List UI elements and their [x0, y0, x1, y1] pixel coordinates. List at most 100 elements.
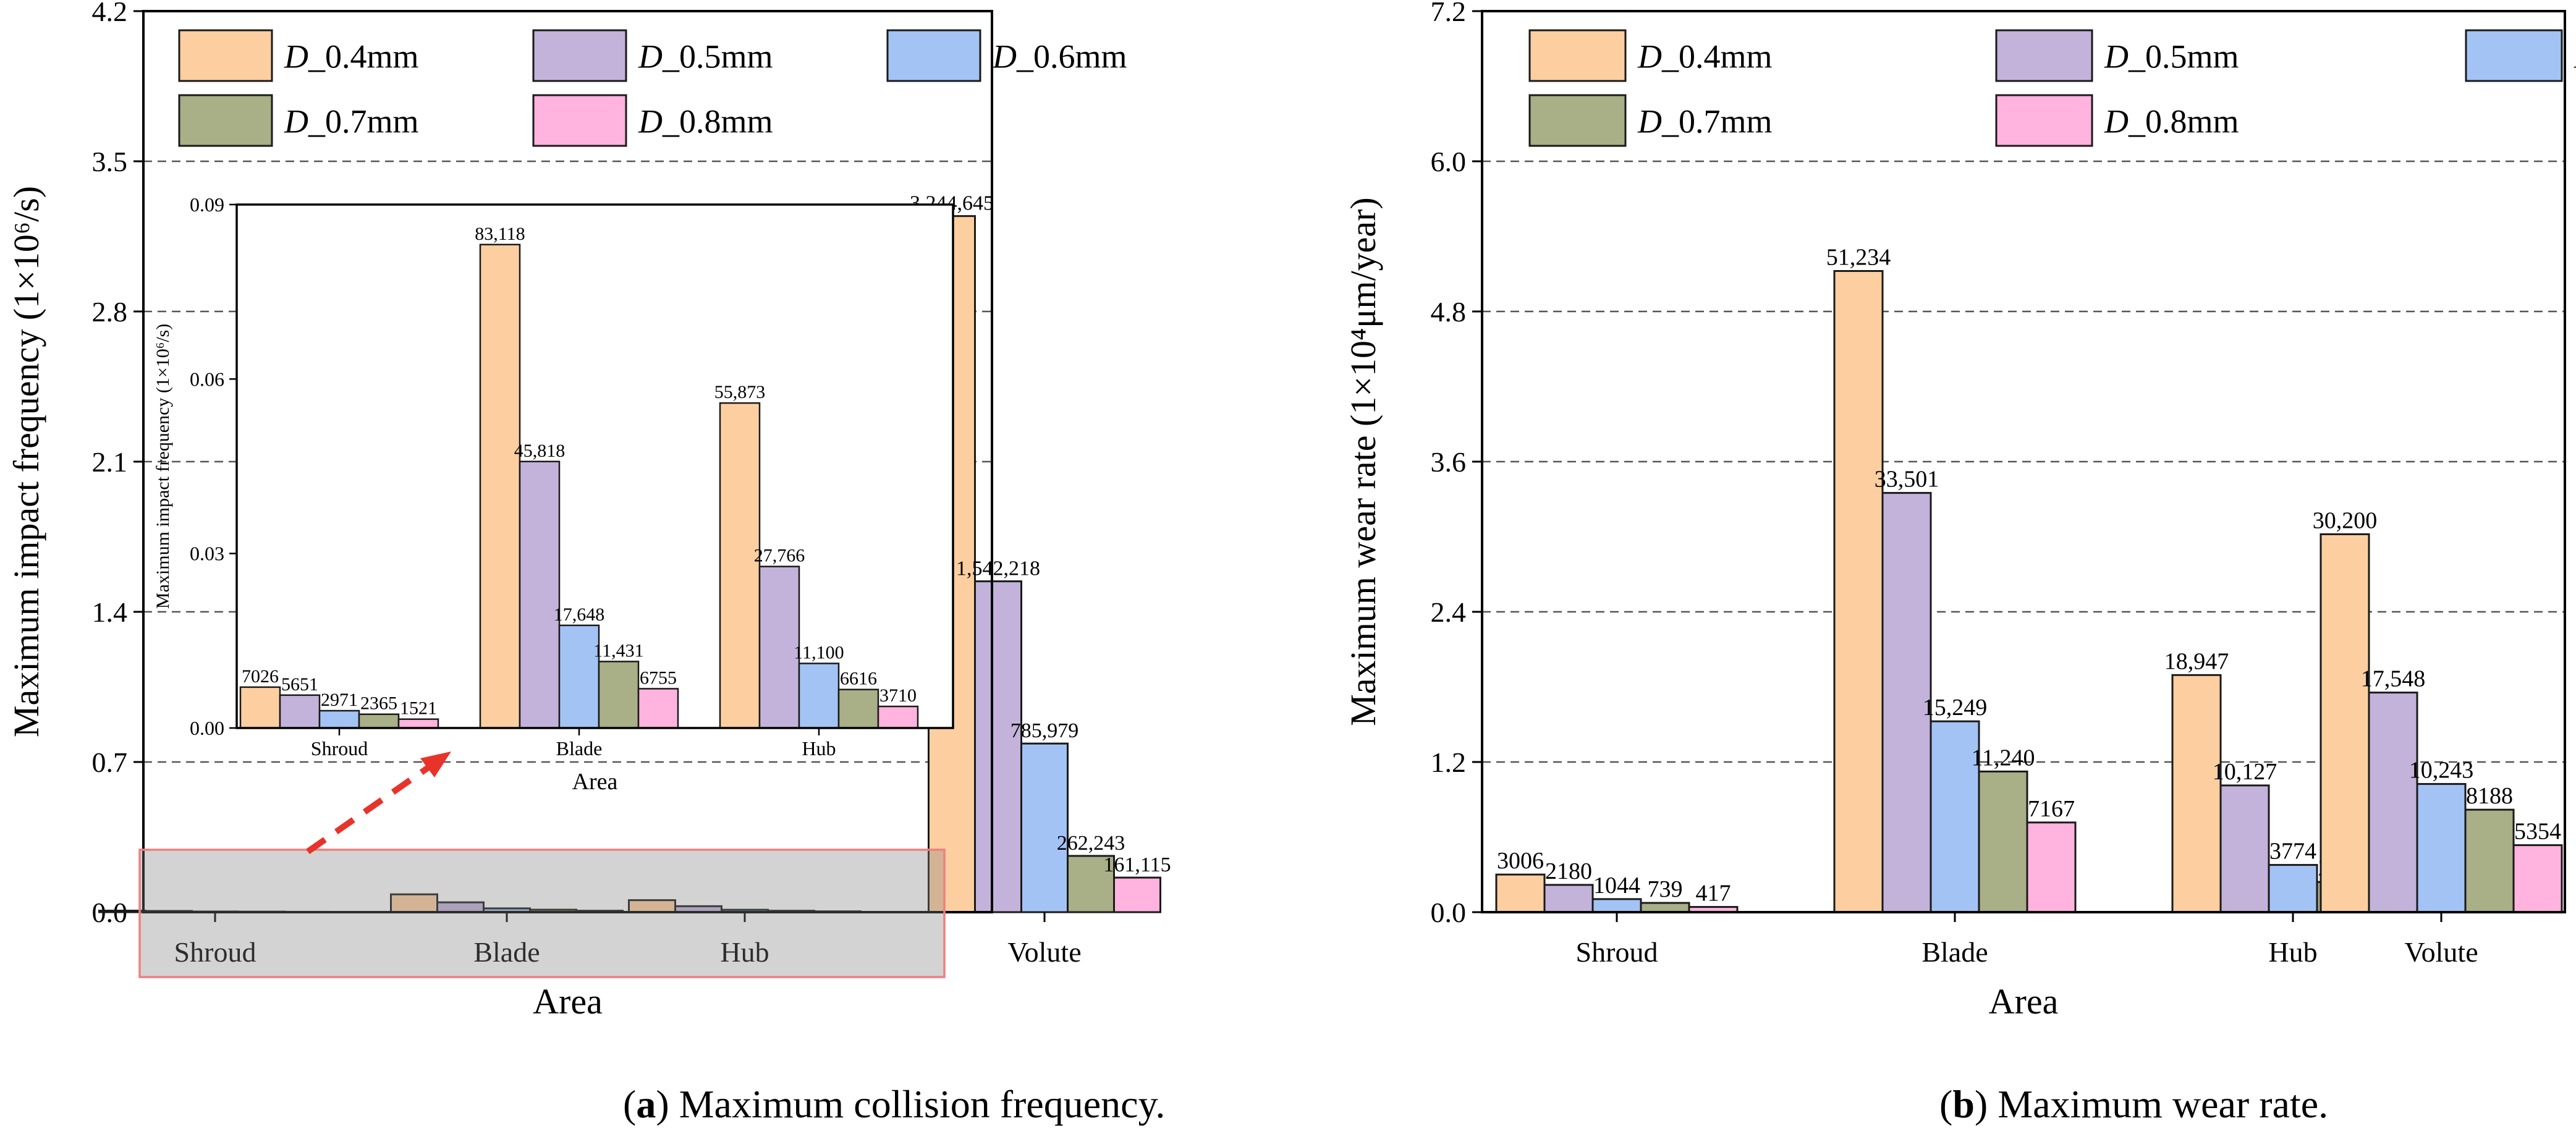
y-axis-label: Maximum wear rate (1×10⁴μm/year)	[1343, 197, 1383, 726]
data-label: 1044	[1593, 873, 1640, 899]
legend-label-prefix: D	[1637, 38, 1662, 75]
legend-item: D_0.7mm	[178, 94, 419, 147]
category-label: Blade	[1921, 936, 1988, 968]
inset-data-label: 55,873	[714, 382, 766, 402]
legend-label-prefix: D	[992, 38, 1017, 75]
legend-swatch	[1528, 94, 1627, 147]
inset-bar	[479, 243, 521, 729]
bar	[2464, 808, 2515, 913]
legend-label: D_0.6mm	[992, 38, 1127, 75]
y-tick-label: 1.4	[92, 596, 128, 628]
inset-data-label: 83,118	[475, 224, 525, 244]
legend-label-suffix: _0.4mm	[1661, 38, 1773, 75]
data-label: 739	[1648, 876, 1683, 902]
zoom-arrow-head	[420, 751, 451, 777]
bar	[2026, 821, 2077, 913]
legend-item: D_0.6mm	[886, 29, 1127, 82]
bar	[2219, 784, 2270, 913]
inset-category-label: Hub	[802, 737, 836, 760]
inset-data-label: 3710	[879, 685, 917, 706]
inset-bar	[239, 686, 281, 729]
category-label: Shroud	[1576, 936, 1658, 968]
legend-label-suffix: _0.7mm	[1661, 103, 1773, 140]
legend-swatch	[1528, 29, 1627, 82]
bar	[1833, 270, 1884, 913]
inset-data-label: 1521	[400, 698, 437, 719]
caption-a-text: ) Maximum collision frequency.	[656, 1082, 1166, 1126]
data-label: 2180	[1545, 858, 1592, 884]
data-label: 10,243	[2409, 758, 2474, 784]
plot-frame	[1481, 10, 2566, 913]
legend-label-suffix: _0.5mm	[2128, 38, 2239, 75]
caption-a: (a) Maximum collision frequency.	[623, 1082, 1166, 1126]
inset-bar	[318, 709, 360, 729]
inset-category-label: Blade	[556, 737, 603, 760]
category-label: Shroud	[174, 936, 256, 968]
inset-bar	[837, 688, 879, 729]
legend-label-prefix: D	[1637, 103, 1662, 140]
data-label: 7167	[2028, 796, 2075, 822]
bar	[2320, 533, 2370, 913]
inset-data-label: 45,818	[514, 441, 566, 461]
data-label: 5354	[2514, 819, 2561, 845]
data-label: 10,127	[2213, 759, 2277, 785]
inset-data-label: 6616	[840, 669, 877, 689]
legend-swatch	[1995, 29, 2093, 82]
inset-bar	[519, 460, 561, 729]
data-label: 11,240	[1971, 745, 2035, 771]
caption-b-letter: b	[1952, 1082, 1975, 1126]
inset-y-tick-label: 0.09	[190, 193, 224, 216]
legend-label: D_0.6mm	[2574, 38, 2576, 75]
legend-item: D_0.8mm	[1995, 94, 2239, 147]
legend-item: D_0.8mm	[532, 94, 773, 147]
legend-swatch	[2465, 29, 2563, 82]
inset-category-label: Shroud	[311, 737, 368, 760]
y-tick-label: 2.1	[92, 446, 128, 478]
data-label: 1,542,218	[956, 557, 1040, 580]
category-label: Hub	[2268, 936, 2317, 968]
data-label: 262,243	[1057, 832, 1125, 855]
inset-y-tick-label: 0.03	[190, 543, 224, 565]
bar	[2171, 674, 2222, 913]
data-label: 785,979	[1010, 719, 1079, 742]
inset-x-axis-label: Area	[572, 769, 618, 795]
inset-data-label: 11,431	[593, 640, 643, 661]
y-tick-label: 6.0	[1431, 146, 1467, 177]
legend-label-prefix: D	[638, 38, 663, 75]
bar	[2368, 692, 2418, 913]
legend-label-suffix: _0.5mm	[662, 38, 773, 75]
legend-item: D_0.4mm	[178, 29, 419, 82]
y-tick-label: 3.5	[92, 146, 128, 177]
inset-data-label: 2971	[321, 690, 358, 710]
caption-b-text: ) Maximum wear rate.	[1974, 1082, 2329, 1126]
bar	[1930, 720, 1980, 913]
data-label: 417	[1696, 881, 1731, 907]
bar	[1640, 902, 1690, 913]
legend-label-suffix: _0.7mm	[308, 103, 419, 140]
legend-swatch	[532, 94, 627, 147]
inset-bar	[877, 705, 919, 729]
category-label: Hub	[720, 936, 769, 968]
y-tick-label: 0.0	[1431, 897, 1467, 928]
inset-data-label: 7026	[242, 666, 279, 687]
inset-bar	[758, 565, 800, 729]
legend-label: D_0.5mm	[638, 38, 773, 75]
bar	[1495, 873, 1546, 913]
data-label: 161,115	[1103, 853, 1171, 876]
data-label: 15,249	[1923, 695, 1988, 721]
zoom-region	[138, 849, 946, 978]
legend-item: D_0.5mm	[532, 29, 773, 82]
legend-label-suffix: _0.6mm	[1016, 38, 1127, 75]
y-tick-label: 4.2	[92, 0, 128, 27]
data-label: 3774	[2269, 839, 2316, 865]
data-label: 17,548	[2361, 666, 2426, 692]
inset-y-tick-label: 0.00	[190, 717, 224, 739]
legend-label: D_0.7mm	[284, 103, 419, 140]
y-tick-label: 3.6	[1431, 446, 1467, 478]
caption-b: (b) Maximum wear rate.	[1939, 1082, 2329, 1126]
category-label: Volute	[1007, 936, 1081, 968]
